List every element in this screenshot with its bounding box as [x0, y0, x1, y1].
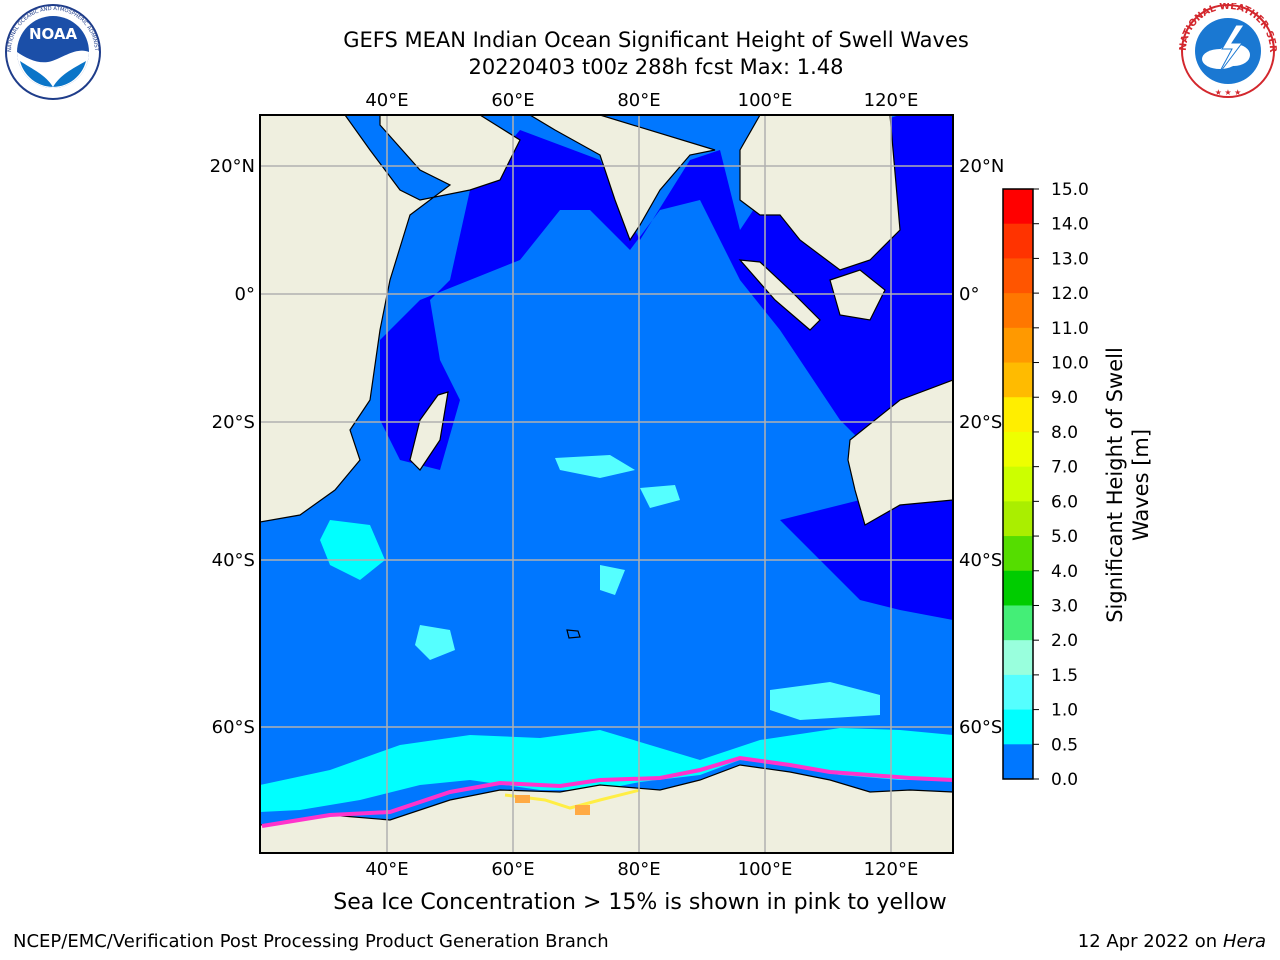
chart-subtitle: 20220403 t00z 288h fcst Max: 1.48 — [468, 55, 844, 79]
land-antarctica — [260, 764, 953, 853]
lat-label-right: 20°S — [959, 412, 1002, 433]
footer-date-text: 12 Apr 2022 on — [1077, 931, 1223, 952]
colorbar-tick-label: 9.0 — [1051, 388, 1078, 408]
chart-title: GEFS MEAN Indian Ocean Significant Heigh… — [343, 28, 969, 52]
lat-label-left: 40°S — [212, 550, 255, 571]
lat-label-right: 40°S — [959, 550, 1002, 571]
noaa-logo: NOAA NATIONAL OCEANIC AND ATMOSPHERIC AD… — [2, 3, 101, 100]
colorbar-tick-label: 7.0 — [1051, 458, 1078, 478]
colorbar-tick-label: 5.0 — [1051, 527, 1078, 547]
svg-text:★ ★ ★: ★ ★ ★ — [1215, 88, 1242, 97]
colorbar-segment — [1003, 362, 1033, 398]
colorbar-segment — [1003, 501, 1033, 537]
lat-label-left: 0° — [235, 284, 255, 305]
colorbar-tick-label: 12.0 — [1051, 284, 1089, 304]
colorbar-tick-label: 3.0 — [1051, 596, 1078, 616]
swell-mid-patch-6 — [770, 682, 880, 720]
colorbar-segment — [1003, 189, 1033, 225]
colorbar-tick-label: 15.0 — [1051, 180, 1089, 200]
colorbar-segment — [1003, 397, 1033, 433]
colorbar-segment — [1003, 327, 1033, 364]
colorbar-tick-label: 0.5 — [1051, 735, 1078, 755]
land-sumatra — [738, 259, 821, 331]
colorbar-tick-label: 1.0 — [1051, 701, 1078, 721]
colorbar-segment — [1003, 570, 1033, 606]
lon-label-bottom: 80°E — [617, 859, 660, 880]
colorbar-segment — [1003, 744, 1033, 780]
lon-label-top: 80°E — [617, 90, 660, 111]
colorbar-segment — [1003, 709, 1033, 745]
colorbar-tick-label: 6.0 — [1051, 492, 1078, 512]
colorbar-tick-label: 8.0 — [1051, 423, 1078, 443]
colorbar-segment — [1003, 605, 1033, 641]
lat-label-left: 20°N — [210, 156, 255, 177]
swell-mid-patch-2 — [555, 455, 635, 478]
lat-label-left: 20°S — [212, 412, 255, 433]
colorbar-tick-label: 10.0 — [1051, 354, 1089, 374]
colorbar-segment — [1003, 293, 1033, 329]
colorbar-segment — [1003, 258, 1033, 294]
lon-label-top: 40°E — [365, 90, 408, 111]
sea-ice-orange — [515, 795, 590, 815]
swell-mid-patch-1 — [320, 520, 385, 580]
swell-low-east — [780, 490, 953, 620]
land-arabia-africa — [260, 115, 521, 523]
colorbar-tick-label: 13.0 — [1051, 249, 1089, 269]
footer-date: 12 Apr 2022 on Hera — [1078, 931, 1266, 952]
colorbar-tick-label: 11.0 — [1051, 319, 1089, 339]
land-borneo — [829, 269, 886, 321]
colorbar-tick-label: 2.0 — [1051, 631, 1078, 651]
land-masses — [260, 115, 953, 853]
lon-label-bottom: 100°E — [738, 859, 793, 880]
lon-label-top: 60°E — [491, 90, 534, 111]
colorbar-tick-label: 4.0 — [1051, 562, 1078, 582]
grid-lines — [260, 115, 953, 853]
land-india — [528, 115, 716, 242]
map-frame — [259, 114, 954, 854]
swell-mid-south — [260, 728, 953, 812]
footer-credit: NCEP/EMC/Verification Post Processing Pr… — [13, 931, 609, 952]
swell-mid-patch-3 — [640, 485, 680, 508]
swell-mid-patch-5 — [415, 625, 455, 660]
colorbar-segment — [1003, 640, 1033, 676]
noaa-logo-text: NOAA — [29, 25, 78, 43]
lat-label-right: 0° — [959, 284, 979, 305]
colorbar-tick-label: 14.0 — [1051, 215, 1089, 235]
lon-label-bottom: 60°E — [491, 859, 534, 880]
land-southeast-asia — [739, 115, 901, 271]
lon-label-bottom: 40°E — [365, 859, 408, 880]
colorbar-segment — [1003, 674, 1033, 711]
colorbar-ticks: 15.0 14.0 13.0 12.0 11.0 10.0 9.0 8.0 7.0 6.0 5.0 4… — [1033, 180, 1089, 790]
footer-host: Hera — [1222, 931, 1266, 952]
lon-label-top: 100°E — [738, 90, 793, 111]
sea-ice-pink — [261, 755, 953, 828]
sea-ice-caption: Sea Ice Concentration > 15% is shown in … — [333, 890, 947, 915]
colorbar-segment — [1003, 431, 1033, 468]
lon-label-bottom: 120°E — [864, 859, 919, 880]
colorbar-title-line2: Waves [m] — [1129, 429, 1153, 541]
colorbar-segment — [1003, 223, 1033, 259]
land-kerguelen — [566, 629, 581, 639]
colorbar-tick-label: 0.0 — [1051, 770, 1078, 790]
nws-logo: NATIONAL WEATHER SERVICE ★ ★ ★ — [1178, 3, 1278, 98]
colorbar — [1003, 189, 1033, 780]
lat-label-right: 60°S — [959, 717, 1002, 738]
colorbar-title-line1: Significant Height of Swell — [1103, 347, 1127, 623]
swell-mid-patch-4 — [600, 565, 625, 595]
land-madagascar — [409, 391, 449, 471]
lon-label-top: 120°E — [864, 90, 919, 111]
colorbar-tick-label: 1.5 — [1051, 666, 1078, 686]
lat-label-right: 20°N — [959, 156, 1004, 177]
colorbar-segment — [1003, 466, 1033, 502]
sea-ice-yellow — [504, 788, 641, 810]
lat-label-left: 60°S — [212, 717, 255, 738]
colorbar-segment — [1003, 536, 1033, 572]
colorbar-frame — [1002, 188, 1034, 780]
land-australia — [847, 379, 953, 526]
